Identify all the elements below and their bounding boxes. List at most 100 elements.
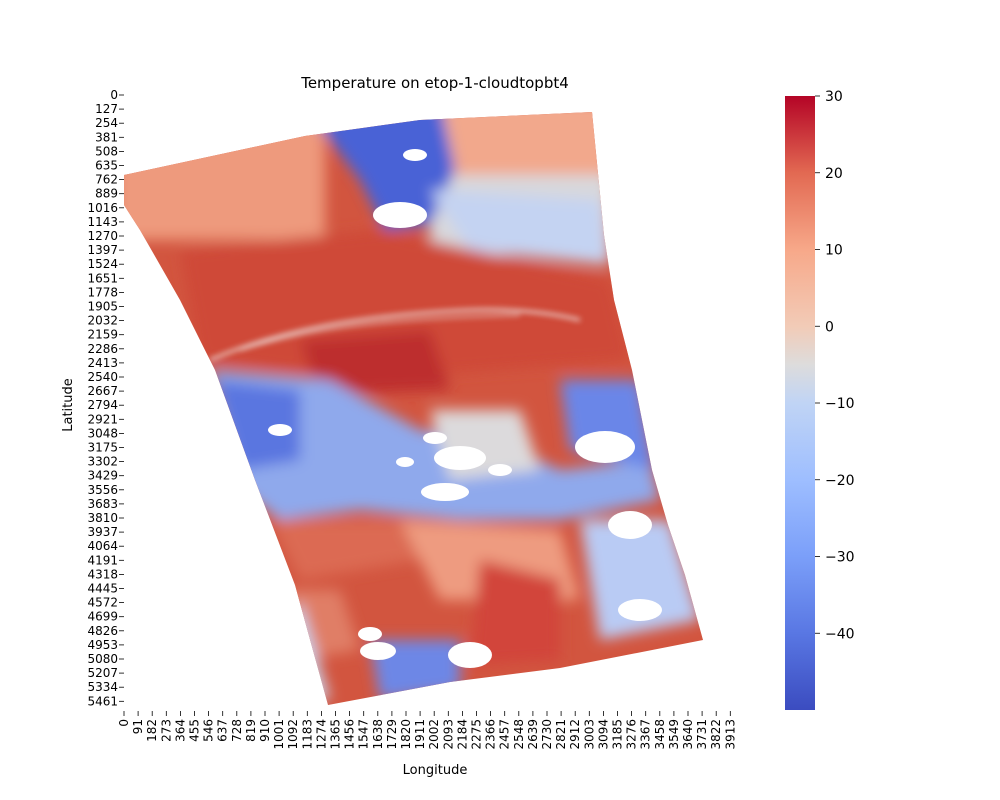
colorbar-tick-labels: 30 20 10 0 −10 −20 −30 −40 <box>815 89 855 642</box>
colorbar-tick-label: 10 <box>825 243 843 259</box>
x-tick-label: 3094 <box>596 719 610 750</box>
x-tick-label: 2366 <box>484 719 498 750</box>
y-tick-label: 4064 <box>87 539 118 553</box>
x-tick-label: 3276 <box>625 719 639 750</box>
x-tick-label: 3731 <box>695 719 709 750</box>
x-tick-label: 455 <box>188 719 202 742</box>
x-tick-label: 3822 <box>709 719 723 750</box>
x-tick-labels: 0 91 182 273 364 455 546 637 728 819 910 1001 1092 11… <box>117 711 737 750</box>
y-tick-label: 1905 <box>87 300 118 314</box>
heatmap-swath <box>124 112 703 705</box>
x-tick-label: 3549 <box>667 719 681 750</box>
x-tick-label: 1365 <box>329 719 343 750</box>
y-tick-label: 3810 <box>87 511 118 525</box>
x-tick-label: 91 <box>131 719 145 734</box>
x-tick-label: 1638 <box>371 719 385 750</box>
y-tick-label: 5207 <box>87 666 118 680</box>
y-tick-label: 762 <box>95 173 118 187</box>
x-tick-label: 1547 <box>357 719 371 750</box>
y-tick-label: 2286 <box>87 342 118 356</box>
colorbar-tick-label: 30 <box>825 89 843 105</box>
y-tick-label: 2032 <box>87 314 118 328</box>
y-tick-label: 4953 <box>87 638 118 652</box>
y-tick-label: 2540 <box>87 370 118 384</box>
x-tick-label: 2184 <box>455 719 469 750</box>
y-tick-label: 2794 <box>87 398 118 412</box>
x-tick-label: 1092 <box>286 719 300 750</box>
y-tick-label: 4191 <box>87 553 118 567</box>
y-tick-label: 1524 <box>87 257 118 271</box>
x-axis: 0 91 182 273 364 455 546 637 728 819 910 1001 1092 11… <box>117 711 737 778</box>
y-tick-label: 635 <box>95 159 118 173</box>
x-tick-label: 728 <box>230 719 244 742</box>
y-tick-label: 5334 <box>87 680 118 694</box>
y-tick-label: 3683 <box>87 497 118 511</box>
y-tick-label: 1016 <box>87 201 118 215</box>
x-tick-label: 3003 <box>582 719 596 750</box>
x-tick-label: 1456 <box>343 719 357 750</box>
x-tick-label: 2548 <box>512 719 526 750</box>
x-tick-label: 1274 <box>314 719 328 750</box>
colorbar-tick-label: −10 <box>825 396 855 412</box>
y-tick-label: 5080 <box>87 652 118 666</box>
y-tick-label: 1397 <box>87 243 118 257</box>
x-tick-label: 1911 <box>413 719 427 750</box>
y-tick-label: 381 <box>95 130 118 144</box>
x-tick-label: 1183 <box>300 719 314 750</box>
x-tick-label: 637 <box>216 719 230 742</box>
y-tick-label: 0 <box>110 88 118 102</box>
y-tick-label: 4445 <box>87 582 118 596</box>
y-tick-label: 254 <box>95 116 118 130</box>
x-tick-label: 2002 <box>427 719 441 750</box>
x-tick-label: 2912 <box>568 719 582 750</box>
x-tick-label: 2457 <box>498 719 512 750</box>
x-axis-label: Longitude <box>403 763 468 778</box>
x-tick-label: 3458 <box>653 719 667 750</box>
x-tick-label: 0 <box>117 719 131 727</box>
x-tick-label: 2730 <box>540 719 554 750</box>
x-tick-label: 3367 <box>639 719 653 750</box>
colorbar-gradient <box>785 96 815 710</box>
x-tick-label: 364 <box>173 719 187 742</box>
x-tick-label: 1820 <box>399 719 413 750</box>
x-tick-label: 2275 <box>470 719 484 750</box>
y-tick-label: 1778 <box>87 285 118 299</box>
y-tick-label: 1651 <box>87 271 118 285</box>
y-tick-label: 127 <box>95 102 118 116</box>
y-tick-label: 3048 <box>87 426 118 440</box>
x-tick-label: 910 <box>258 719 272 742</box>
colorbar: 30 20 10 0 −10 −20 −30 −40 <box>785 89 855 710</box>
x-tick-label: 1001 <box>272 719 286 750</box>
y-tick-label: 4572 <box>87 596 118 610</box>
y-tick-label: 1143 <box>87 215 118 229</box>
x-tick-label: 3913 <box>723 719 737 750</box>
y-axis: 0127254381508635762889101611431270139715… <box>61 88 124 708</box>
y-tick-label: 2921 <box>87 412 118 426</box>
y-tick-label: 3175 <box>87 441 118 455</box>
chart-title: Temperature on etop-1-cloudtopbt4 <box>300 74 569 92</box>
y-tick-label: 3937 <box>87 525 118 539</box>
y-tick-label: 3556 <box>87 483 118 497</box>
x-tick-label: 2093 <box>441 719 455 750</box>
colorbar-tick-label: −30 <box>825 550 855 566</box>
x-tick-label: 182 <box>145 719 159 742</box>
colorbar-tick-label: −20 <box>825 473 855 489</box>
colorbar-tick-label: 0 <box>825 319 834 335</box>
x-tick-label: 3640 <box>681 719 695 750</box>
y-tick-label: 4699 <box>87 610 118 624</box>
colorbar-tick-label: −40 <box>825 626 855 642</box>
y-tick-label: 2159 <box>87 328 118 342</box>
y-tick-label: 2413 <box>87 356 118 370</box>
y-tick-label: 3429 <box>87 469 118 483</box>
y-tick-label: 889 <box>95 187 118 201</box>
x-tick-label: 2821 <box>554 719 568 750</box>
y-tick-label: 5461 <box>87 694 118 708</box>
y-tick-label: 2667 <box>87 384 118 398</box>
y-tick-label: 3302 <box>87 455 118 469</box>
x-tick-label: 273 <box>159 719 173 742</box>
x-tick-label: 546 <box>202 719 216 742</box>
y-tick-label: 4318 <box>87 567 118 581</box>
y-axis-label: Latitude <box>61 378 76 432</box>
x-tick-label: 1729 <box>385 719 399 750</box>
